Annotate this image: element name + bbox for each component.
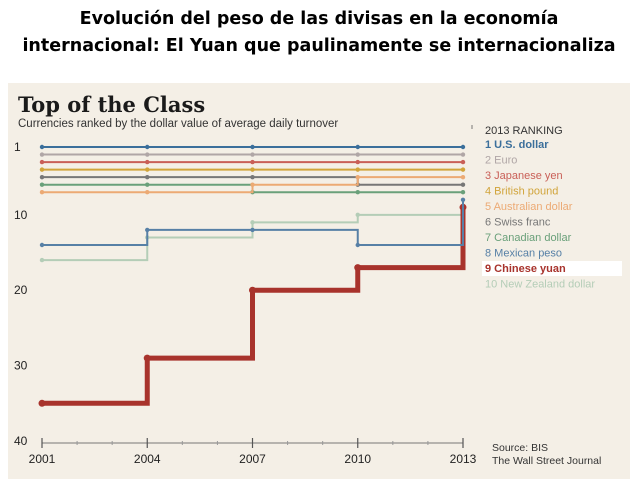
y-tick-label: 40 (14, 434, 28, 448)
source-publication: The Wall Street Journal (492, 455, 601, 467)
slide-title: Evolución del peso de las divisas en la … (0, 6, 638, 60)
data-point (143, 354, 151, 362)
legend: 2013 RANKING 1 U.S. dollar 2 Euro 3 Japane… (471, 125, 622, 291)
data-point (250, 144, 255, 150)
data-point (250, 159, 255, 165)
source-label: Source: BIS (492, 442, 548, 454)
legend-title: 2013 RANKING (485, 125, 563, 137)
data-point (355, 174, 360, 180)
data-point (250, 220, 255, 225)
data-point (460, 174, 466, 180)
x-tick-label: 2007 (239, 452, 266, 466)
data-point (460, 167, 466, 172)
legend-item: 6 Swiss franc (485, 217, 551, 229)
series-line-swiss-franc (42, 176, 463, 186)
data-point (355, 152, 360, 157)
data-point (250, 167, 255, 172)
chart-subtitle: Currencies ranked by the dollar value of… (18, 118, 338, 130)
data-point (460, 197, 466, 202)
slide-title-line-2: internacional: El Yuan que paulinamente … (22, 36, 616, 56)
series-lines (38, 144, 467, 407)
chart-canvas: Top of the Class Currencies ranked by th… (14, 92, 622, 467)
data-point (460, 182, 466, 187)
data-point (355, 212, 360, 218)
data-point (39, 167, 45, 172)
x-tick-label: 2004 (134, 452, 161, 466)
data-point (355, 190, 360, 195)
data-point (249, 286, 256, 294)
data-point (145, 144, 150, 150)
data-point (39, 257, 45, 263)
data-point (39, 159, 45, 165)
legend-highlight (482, 261, 622, 276)
chart-panel: Top of the Class Currencies ranked by th… (8, 83, 630, 479)
data-point (38, 399, 46, 407)
data-point (39, 190, 45, 195)
data-point (460, 144, 466, 150)
data-point (145, 152, 150, 157)
data-point (145, 190, 150, 195)
data-point (145, 174, 150, 180)
legend-item: 9 Chinese yuan (485, 263, 566, 275)
legend-item: 8 Mexican peso (485, 248, 562, 260)
data-point (39, 174, 45, 180)
data-point (250, 182, 255, 187)
legend-item: 5 Australian dollar (485, 201, 573, 213)
data-point (460, 190, 466, 195)
data-point (355, 159, 360, 165)
x-tick-label: 2013 (450, 452, 477, 466)
legend-item: 7 Canadian dollar (485, 232, 572, 244)
data-point (145, 167, 150, 172)
data-point (250, 152, 255, 157)
y-tick-label: 30 (14, 359, 28, 373)
data-point (460, 152, 466, 157)
legend-item: 3 Japanese yen (485, 170, 563, 182)
legend-item: 10 New Zealand dollar (485, 279, 595, 291)
data-point (355, 167, 360, 172)
y-tick-label: 1 (14, 140, 21, 154)
data-point (39, 144, 45, 150)
y-tick-label: 20 (14, 283, 28, 297)
series-line-mexican-peso (42, 199, 464, 246)
legend-item: 1 U.S. dollar (485, 139, 549, 151)
data-point (354, 264, 362, 272)
data-point (250, 227, 255, 233)
data-point (39, 182, 45, 187)
y-tick-label: 10 (14, 208, 28, 222)
data-point (460, 159, 466, 165)
data-point (355, 144, 360, 150)
chart-title: Top of the Class (18, 92, 205, 117)
slide-title-line-1: Evolución del peso de las divisas en la … (79, 9, 559, 29)
legend-item: 4 British pound (485, 186, 558, 198)
data-point (39, 242, 45, 248)
data-point (145, 182, 150, 187)
data-point (145, 159, 150, 165)
x-tick-label: 2001 (29, 452, 56, 466)
data-point (145, 227, 150, 233)
data-point (355, 242, 360, 248)
legend-item: 2 Euro (485, 155, 517, 167)
data-point (39, 152, 45, 157)
x-tick-label: 2010 (344, 452, 371, 466)
data-point (250, 174, 255, 180)
